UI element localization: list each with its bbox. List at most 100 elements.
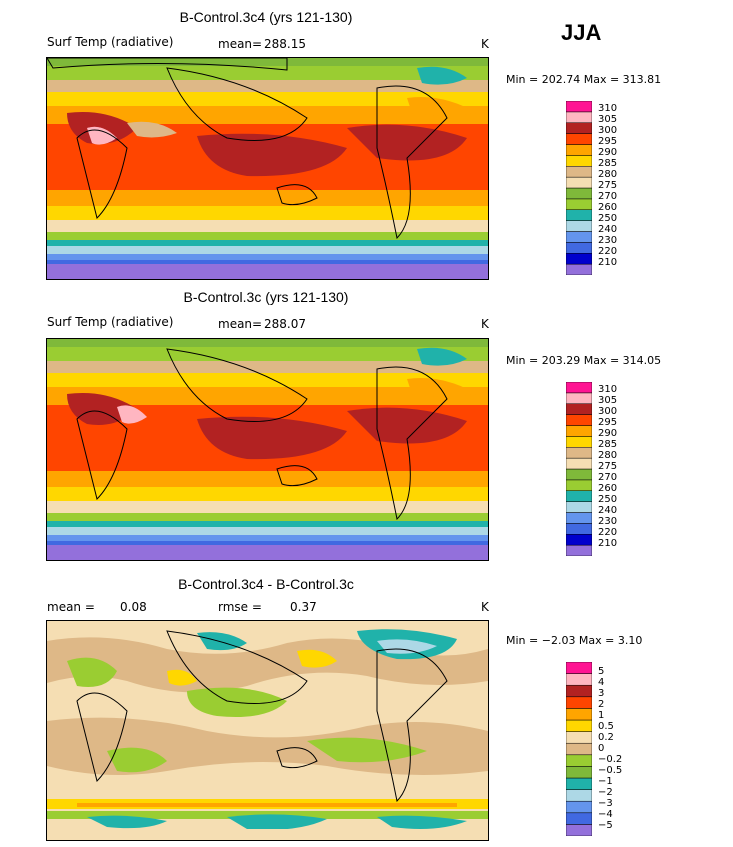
panel2-level-label: 290 bbox=[598, 428, 618, 439]
panel2-colorbar bbox=[565, 381, 593, 557]
panel3-colorbar-swatch bbox=[565, 777, 593, 790]
panel2-level-label: 285 bbox=[598, 439, 618, 450]
panel3-colorbar-swatch bbox=[565, 661, 593, 674]
panel1-colorbar-swatch bbox=[565, 187, 593, 200]
panel2-mean-label: mean= bbox=[218, 317, 263, 331]
panel2-level-label: 220 bbox=[598, 527, 618, 538]
panel2-colorbar-swatch bbox=[565, 392, 593, 404]
panel1-mean-label: mean= bbox=[218, 37, 263, 51]
panel2-colorbar-swatch bbox=[565, 490, 593, 502]
panel2-colorbar-swatch bbox=[565, 523, 593, 535]
panel2-map-field bbox=[47, 339, 488, 560]
panel1-level-label: 230 bbox=[598, 235, 618, 246]
panel1-level-label: 270 bbox=[598, 191, 618, 202]
panel3-level-label: −0.2 bbox=[598, 754, 623, 765]
panel2-colorbar-swatch bbox=[565, 479, 593, 491]
panel1-colorbar-swatch bbox=[565, 209, 593, 221]
panel2-colorbar-swatch bbox=[565, 544, 593, 557]
panel3-level-label: −0.5 bbox=[598, 765, 623, 776]
panel1-colorbar-labels: 310 305 300 295 290 285 280 275 270 260 … bbox=[598, 104, 638, 274]
panel1-level-label: 240 bbox=[598, 224, 618, 235]
panel2-colorbar-swatch bbox=[565, 512, 593, 524]
panel3-title: B-Control.3c4 - B-Control.3c bbox=[178, 576, 354, 592]
panel3-level-label: −2 bbox=[598, 787, 613, 798]
panel1-units: K bbox=[481, 37, 489, 51]
panel1-level-label: 290 bbox=[598, 147, 618, 158]
panel2-level-label: 230 bbox=[598, 516, 618, 527]
panel1-colorbar-swatch bbox=[565, 133, 593, 145]
panel2-level-label: 295 bbox=[598, 417, 618, 428]
panel3-level-label: −4 bbox=[598, 809, 613, 820]
panel3-colorbar-swatch bbox=[565, 684, 593, 698]
panel1-level-label: 285 bbox=[598, 158, 618, 169]
panel2-minmax: Min = 203.29 Max = 314.05 bbox=[506, 354, 662, 367]
panel2-variable: Surf Temp (radiative) bbox=[47, 315, 174, 329]
panel1-level-label: 210 bbox=[598, 257, 618, 268]
panel1-colorbar-swatch bbox=[565, 242, 593, 254]
panel1-colorbar-swatch bbox=[565, 166, 593, 178]
panel1-map-field bbox=[47, 58, 488, 279]
panel3-level-label: 3 bbox=[598, 688, 605, 699]
panel2-level-label: 250 bbox=[598, 494, 618, 505]
panel3-minmax: Min = −2.03 Max = 3.10 bbox=[506, 634, 643, 647]
panel3-level-label: 0.2 bbox=[598, 732, 614, 743]
panel3-level-label: 0 bbox=[598, 743, 605, 754]
panel3-colorbar-swatch bbox=[565, 824, 593, 837]
panel1-mean-value: 288.15 bbox=[264, 37, 306, 51]
panel1-colorbar-swatch bbox=[565, 253, 593, 265]
panel1-level-label: 300 bbox=[598, 125, 618, 136]
panel1-level-label: 260 bbox=[598, 202, 618, 213]
panel2-map bbox=[46, 338, 489, 561]
panel1-colorbar bbox=[565, 100, 593, 276]
panel2-colorbar-swatch bbox=[565, 425, 593, 437]
panel2-colorbar-swatch bbox=[565, 468, 593, 481]
panel1-level-label: 310 bbox=[598, 103, 618, 114]
panel3-colorbar-swatch bbox=[565, 742, 593, 756]
panel3-colorbar-swatch bbox=[565, 719, 593, 732]
panel2-colorbar-labels: 310 305 300 295 290 285 280 275 270 260 … bbox=[598, 385, 638, 555]
panel2-level-label: 300 bbox=[598, 406, 618, 417]
panel3-colorbar-swatch bbox=[565, 708, 593, 721]
panel3-colorbar bbox=[565, 661, 593, 837]
panel1-level-label: 220 bbox=[598, 246, 618, 257]
panel1-colorbar-swatch bbox=[565, 155, 593, 167]
panel2-level-label: 275 bbox=[598, 461, 618, 472]
panel3-rmse-label: rmse = bbox=[218, 600, 262, 614]
panel3-colorbar-swatch bbox=[565, 812, 593, 825]
panel3-level-label: 4 bbox=[598, 677, 605, 688]
panel1-colorbar-swatch bbox=[565, 144, 593, 156]
panel3-mean-label: mean = bbox=[47, 600, 95, 614]
panel1-colorbar-swatch bbox=[565, 263, 593, 276]
panel3-rmse-value: 0.37 bbox=[290, 600, 317, 614]
panel2-level-label: 260 bbox=[598, 483, 618, 494]
panel2-colorbar-swatch bbox=[565, 534, 593, 546]
panel1-colorbar-swatch bbox=[565, 111, 593, 123]
panel2-level-label: 310 bbox=[598, 384, 618, 395]
panel1-level-label: 295 bbox=[598, 136, 618, 147]
panel1-title: B-Control.3c4 (yrs 121-130) bbox=[179, 9, 353, 25]
panel3-colorbar-swatch bbox=[565, 766, 593, 779]
panel1-colorbar-swatch bbox=[565, 100, 593, 113]
panel1-minmax: Min = 202.74 Max = 313.81 bbox=[506, 73, 662, 86]
panel2-colorbar-swatch bbox=[565, 447, 593, 459]
panel1-map bbox=[46, 57, 489, 280]
panel3-colorbar-swatch bbox=[565, 800, 593, 814]
panel3-colorbar-swatch bbox=[565, 673, 593, 686]
panel3-level-label: −1 bbox=[598, 776, 613, 787]
panel2-level-label: 305 bbox=[598, 395, 618, 406]
panel1-colorbar-swatch bbox=[565, 198, 593, 210]
panel3-colorbar-swatch bbox=[565, 696, 593, 709]
panel2-level-label: 280 bbox=[598, 450, 618, 461]
panel3-colorbar-swatch bbox=[565, 731, 593, 744]
panel2-level-label: 270 bbox=[598, 472, 618, 483]
panel3-level-label: 2 bbox=[598, 699, 605, 710]
panel2-level-label: 210 bbox=[598, 538, 618, 549]
panel1-colorbar-swatch bbox=[565, 220, 593, 232]
panel3-colorbar-labels: 5 4 3 2 1 0.5 0.2 0 −0.2 −0.5 −1 −2 −3 −… bbox=[598, 667, 638, 837]
panel1-level-label: 250 bbox=[598, 213, 618, 224]
panel1-colorbar-swatch bbox=[565, 176, 593, 189]
panel2-level-label: 240 bbox=[598, 505, 618, 516]
panel1-level-label: 305 bbox=[598, 114, 618, 125]
panel2-colorbar-swatch bbox=[565, 381, 593, 394]
season-label: JJA bbox=[561, 20, 602, 45]
